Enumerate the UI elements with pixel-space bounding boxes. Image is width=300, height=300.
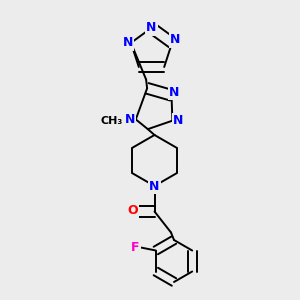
Text: O: O <box>127 203 138 217</box>
Text: N: N <box>123 36 133 49</box>
Text: CH₃: CH₃ <box>101 116 123 126</box>
Text: N: N <box>149 179 160 193</box>
Text: N: N <box>170 33 180 46</box>
Text: N: N <box>146 21 157 34</box>
Text: F: F <box>131 241 140 254</box>
Text: N: N <box>124 113 135 126</box>
Text: N: N <box>173 114 184 127</box>
Text: N: N <box>169 86 180 99</box>
